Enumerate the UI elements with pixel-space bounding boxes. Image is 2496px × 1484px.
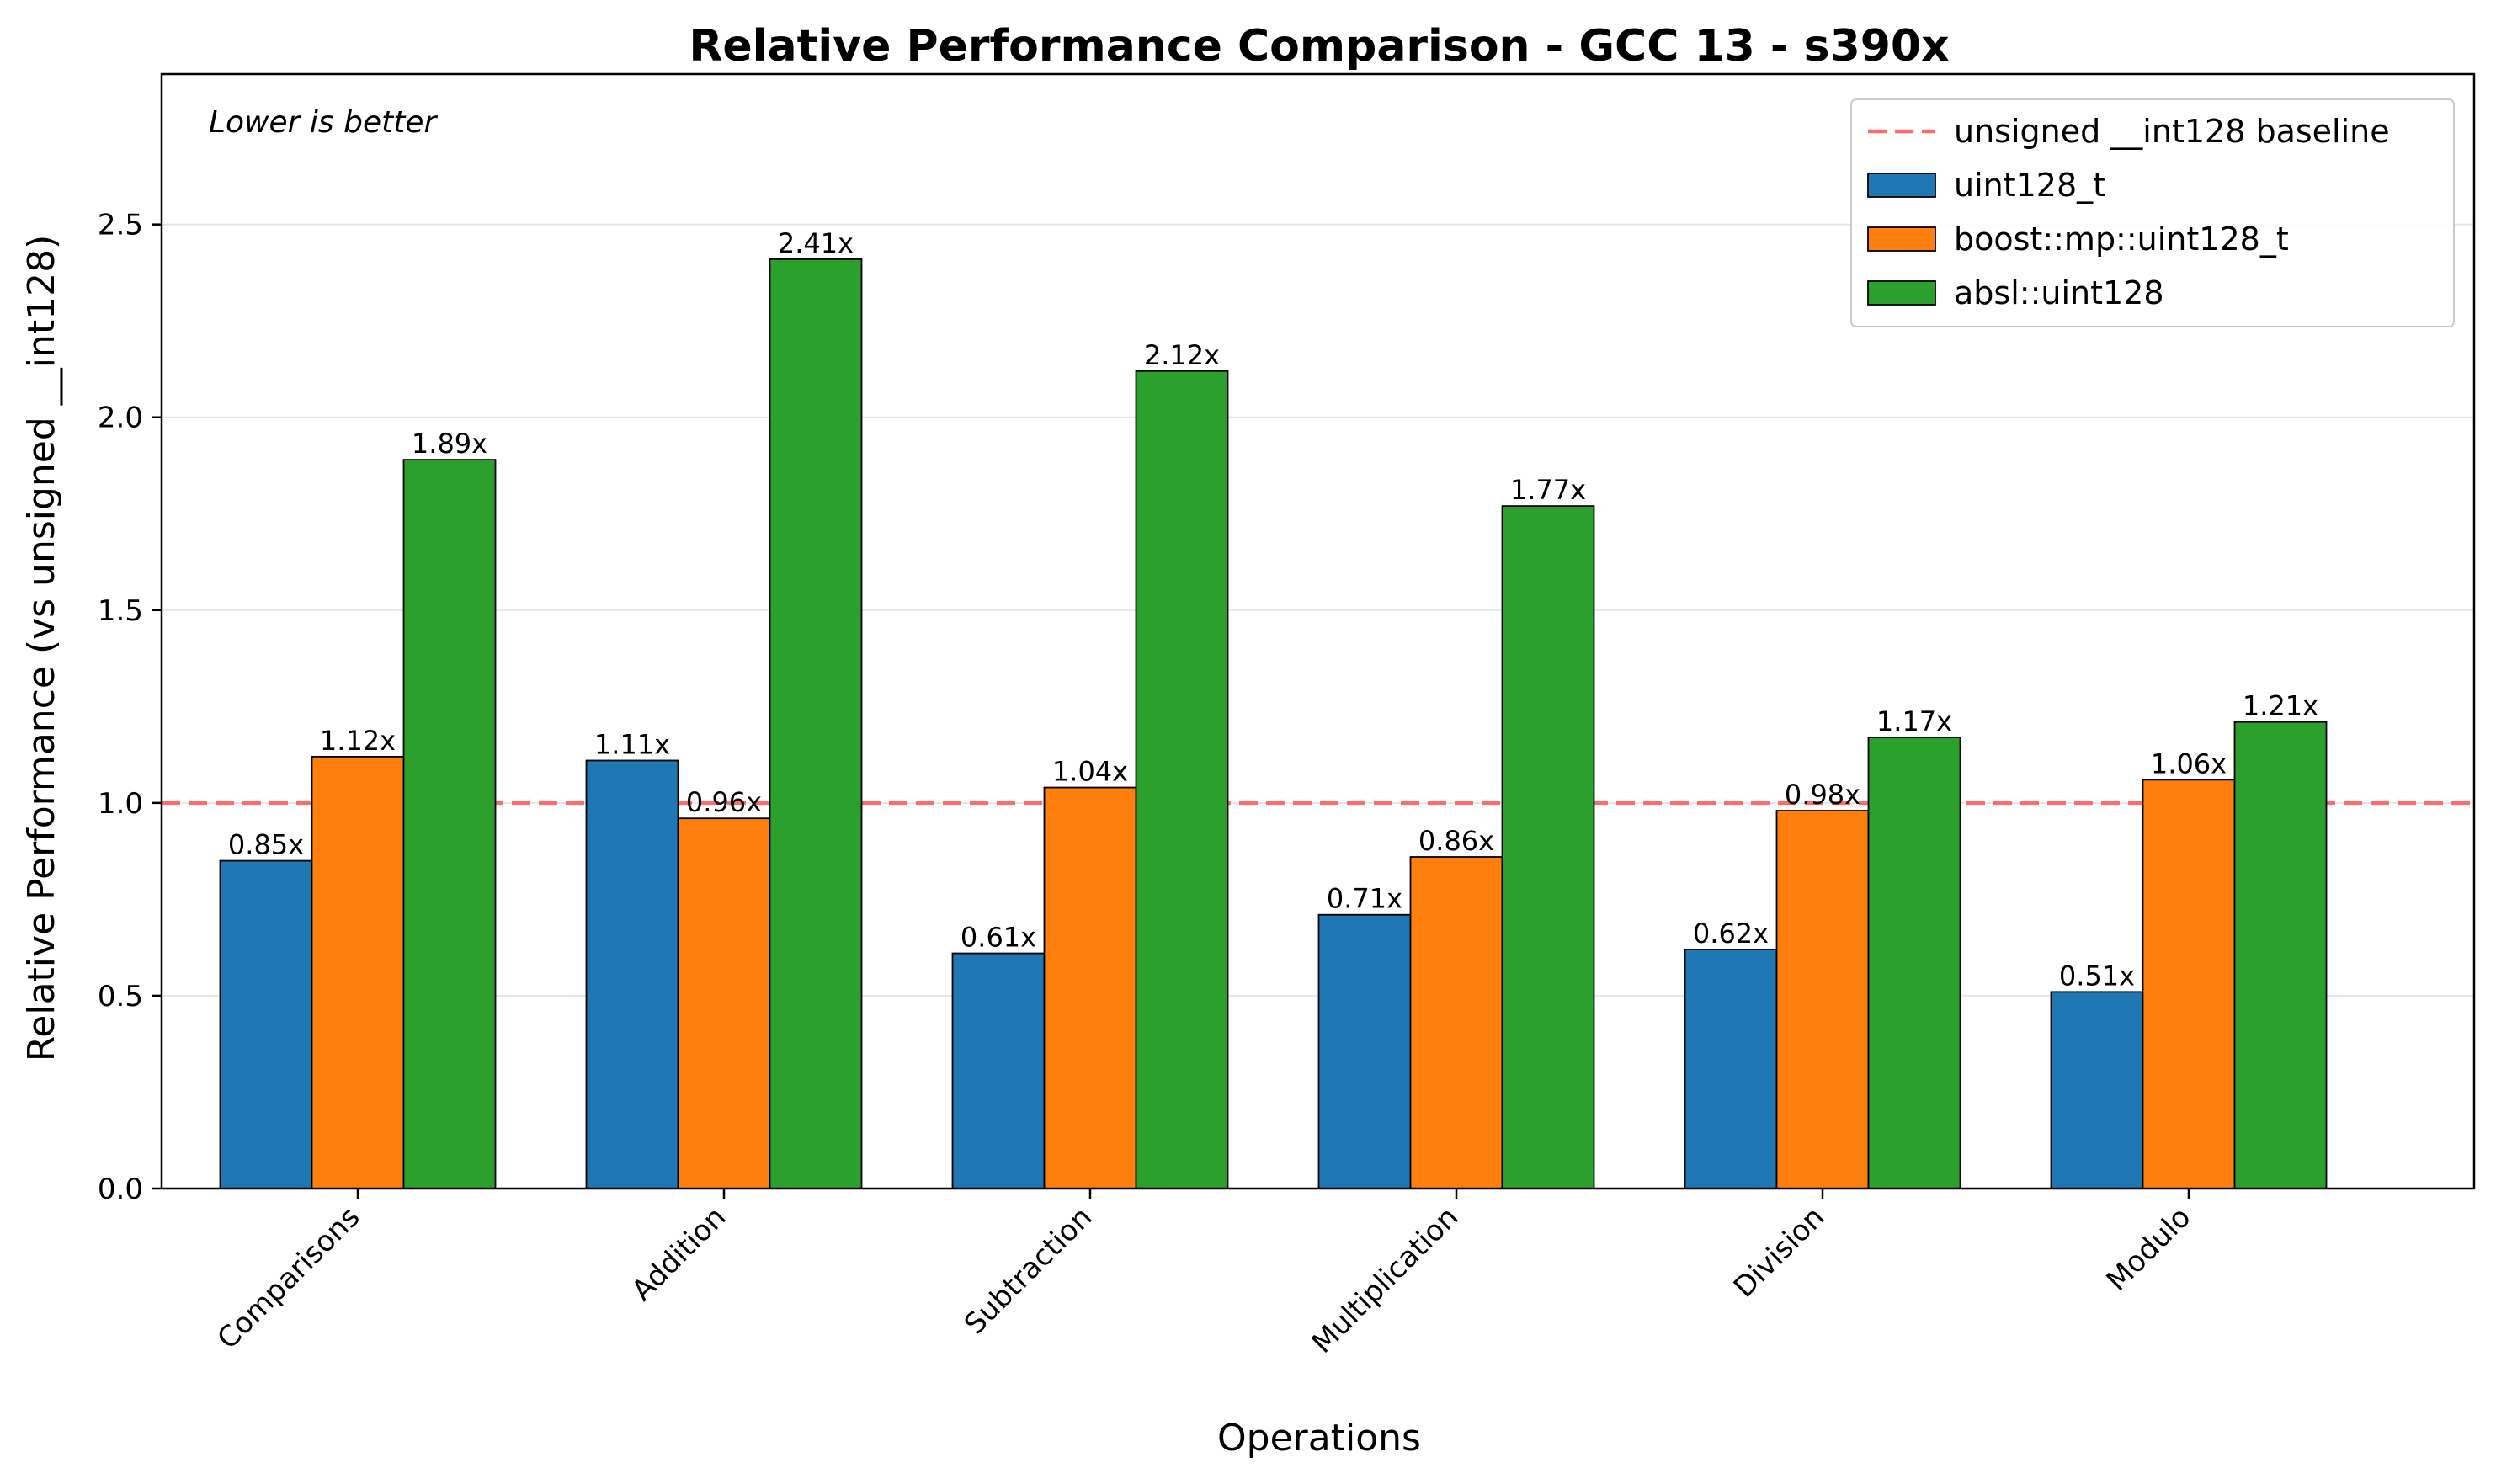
- bar-uint128-t-modulo: [2050, 991, 2144, 1189]
- y-axis: 0.0 0.5 1.0 1.5 2.0 2.5: [98, 209, 162, 1206]
- plot-frame: [160, 72, 2476, 1190]
- bar-value-label: 2.12x: [1144, 339, 1220, 371]
- legend-swatch: [1867, 280, 1936, 306]
- y-tick-label: 1.0: [98, 787, 143, 821]
- legend-box: [1850, 98, 2455, 327]
- x-axis: Comparisons Addition Subtraction Multiplica…: [211, 1189, 2198, 1360]
- y-tick-label: 0.0: [98, 1173, 143, 1206]
- chart-title: Relative Performance Comparison - GCC 13…: [689, 21, 1949, 72]
- bar-uint128-t-multiplication: [1317, 913, 1412, 1189]
- bar-boost-mp-uint128-t-division: [1775, 810, 1870, 1189]
- x-tick-label: Modulo: [2100, 1200, 2198, 1298]
- bar-boost-mp-uint128-t-multiplication: [1409, 856, 1503, 1189]
- y-axis-title: Relative Performance (vs unsigned __int1…: [20, 235, 63, 1062]
- x-tick-label: Addition: [625, 1200, 733, 1308]
- bar-absl-uint128-addition: [769, 258, 863, 1189]
- y-tick-label: 0.5: [98, 980, 143, 1013]
- bar-value-label: 1.21x: [2243, 690, 2318, 722]
- bar-value-label: 1.06x: [2151, 747, 2227, 779]
- bar-absl-uint128-modulo: [2233, 721, 2328, 1189]
- bar-value-label: 1.77x: [1510, 474, 1586, 506]
- bar-absl-uint128-division: [1867, 737, 1961, 1189]
- bar-value-label: 1.11x: [594, 728, 670, 760]
- y-tick-label: 1.5: [98, 594, 143, 628]
- bar-value-label: 0.62x: [1693, 918, 1769, 949]
- bar-uint128-t-addition: [585, 759, 679, 1189]
- bar-value-label: 2.41x: [778, 227, 854, 259]
- bar-absl-uint128-comparisons: [402, 459, 497, 1189]
- y-tick-label: 2.5: [98, 209, 143, 242]
- bar-uint128-t-comparisons: [219, 859, 313, 1189]
- bar-value-label: 0.51x: [2059, 960, 2135, 992]
- legend-label: absl::uint128: [1954, 274, 2164, 311]
- bar-value-label: 0.98x: [1785, 779, 1860, 811]
- y-tick-label: 2.0: [98, 402, 143, 435]
- bar-absl-uint128-subtraction: [1135, 370, 1229, 1189]
- x-tick-label: Comparisons: [211, 1200, 367, 1356]
- bar-value-label: 0.85x: [228, 829, 304, 861]
- bar-value-label: 1.12x: [320, 725, 396, 757]
- bar-value-label: 1.89x: [412, 428, 487, 460]
- bar-uint128-t-division: [1684, 949, 1778, 1189]
- bar-boost-mp-uint128-t-addition: [677, 817, 771, 1189]
- legend-baseline-label: unsigned __int128 baseline: [1954, 113, 2390, 150]
- bar-uint128-t-subtraction: [951, 952, 1046, 1189]
- x-tick-label: Division: [1727, 1200, 1832, 1305]
- bar-value-label: 0.71x: [1327, 883, 1402, 915]
- legend: unsigned __int128 baseline uint128_tboost…: [1850, 98, 2455, 327]
- bar-value-label: 0.96x: [686, 786, 762, 818]
- bars-layer: [219, 258, 2328, 1189]
- bar-value-label: 1.04x: [1052, 756, 1128, 788]
- bar-value-label: 0.61x: [961, 922, 1036, 954]
- grid-lines: [162, 223, 2474, 997]
- bar-value-label: 0.86x: [1418, 825, 1494, 857]
- value-labels-layer: 0.85x 1.12x 1.89x 1.11x 0.96x 2.41x 0.61x 1.04x…: [228, 227, 2318, 992]
- bar-value-label: 1.17x: [1876, 705, 1952, 737]
- legend-label: uint128_t: [1954, 167, 2105, 204]
- lower-is-better-note: Lower is better: [209, 105, 438, 140]
- x-tick-label: Multiplication: [1306, 1200, 1466, 1360]
- legend-swatch: [1867, 173, 1936, 198]
- bar-boost-mp-uint128-t-modulo: [2142, 779, 2236, 1189]
- x-tick-label: Subtraction: [958, 1200, 1099, 1341]
- legend-swatch: [1867, 226, 1936, 252]
- x-axis-title: Operations: [1217, 1417, 1421, 1460]
- legend-label: boost::mp::uint128_t: [1954, 221, 2289, 258]
- bar-boost-mp-uint128-t-subtraction: [1043, 786, 1137, 1189]
- bar-boost-mp-uint128-t-comparisons: [311, 755, 405, 1189]
- bar-absl-uint128-multiplication: [1501, 505, 1595, 1189]
